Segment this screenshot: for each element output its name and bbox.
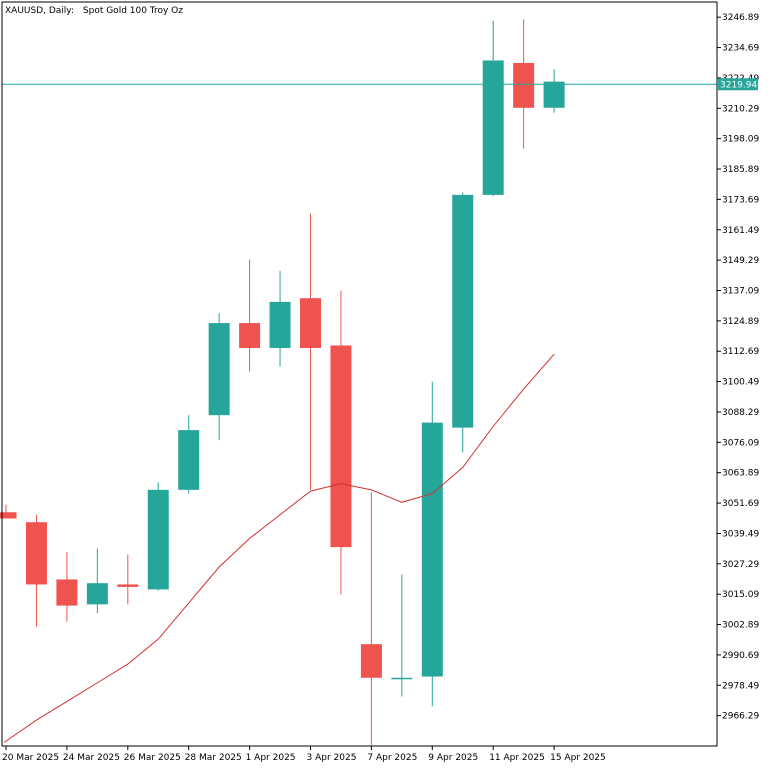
candle-body (300, 298, 321, 348)
candle (391, 574, 413, 697)
candle-body (239, 323, 261, 348)
candle (147, 482, 169, 591)
y-tick-label: 3015.09 (722, 590, 759, 600)
moving-average-line (3, 353, 555, 743)
current-price-label: 3219.94 (720, 80, 757, 90)
candle (452, 192, 474, 453)
y-tick-label: 3124.89 (722, 317, 759, 327)
x-tick-label: 20 Mar 2025 (2, 753, 59, 763)
x-tick-label: 28 Mar 2025 (185, 753, 242, 763)
y-tick-label: 3088.29 (722, 408, 759, 418)
y-tick-label: 3198.09 (722, 135, 759, 145)
y-tick-label: 3137.09 (722, 286, 759, 296)
y-tick-label: 3234.69 (722, 44, 759, 54)
candle-body (482, 60, 504, 195)
axis-layer: 3246.893234.693222.493210.293198.093185.… (1, 1, 759, 763)
y-tick-label: 2966.29 (722, 712, 759, 722)
x-tick-label: 7 Apr 2025 (367, 753, 417, 763)
candle-body (208, 323, 230, 416)
candle-body (178, 430, 200, 490)
x-tick-label: 3 Apr 2025 (307, 753, 357, 763)
current-price-tag: 3219.94 (718, 78, 758, 91)
x-tick-label: 11 Apr 2025 (489, 753, 545, 763)
y-tick-label: 3100.49 (722, 378, 759, 388)
y-tick-label: 3112.69 (722, 347, 759, 357)
candle (25, 514, 47, 627)
candle-body (360, 644, 382, 678)
chart-title: XAUUSD, Daily: Spot Gold 100 Troy Oz (5, 6, 183, 16)
y-tick-label: 3002.89 (722, 621, 759, 631)
chart-symbol: XAUUSD, Daily: (5, 6, 74, 16)
candle (117, 554, 139, 605)
y-tick-label: 2990.69 (722, 651, 759, 661)
y-tick-label: 3051.69 (722, 499, 759, 509)
candle (239, 259, 261, 372)
candle (330, 290, 352, 595)
candle-body (452, 194, 474, 428)
candle (300, 213, 321, 490)
plot-frame (1, 1, 718, 747)
candle (421, 381, 443, 707)
candle (360, 492, 382, 745)
x-tick-label: 15 Apr 2025 (550, 753, 606, 763)
y-tick-label: 3076.09 (722, 438, 759, 448)
candle-body (86, 583, 108, 605)
candle-body (269, 301, 291, 348)
x-tick-label: 24 Mar 2025 (63, 753, 120, 763)
candle-body (117, 584, 139, 587)
candle-body (56, 579, 78, 606)
candle (482, 20, 504, 197)
candle-body (330, 345, 352, 548)
candle (178, 415, 200, 494)
candle (0, 504, 17, 519)
y-tick-label: 3210.29 (722, 104, 759, 114)
y-tick-label: 3063.89 (722, 469, 759, 479)
moving-average-layer (3, 353, 555, 743)
y-tick-label: 3185.89 (722, 165, 759, 175)
y-tick-label: 3027.29 (722, 560, 759, 570)
x-tick-label: 9 Apr 2025 (428, 753, 478, 763)
candle (56, 552, 78, 622)
candle-body (421, 422, 443, 677)
candle-body (147, 489, 169, 590)
candle (86, 548, 108, 614)
y-tick-label: 2978.49 (722, 681, 759, 691)
y-tick-label: 3161.49 (722, 226, 759, 236)
candle-body (391, 677, 413, 680)
y-tick-label: 3246.89 (722, 13, 759, 23)
y-tick-label: 3149.29 (722, 256, 759, 266)
candle (543, 69, 565, 113)
x-tick-label: 26 Mar 2025 (124, 753, 181, 763)
chart-description: Spot Gold 100 Troy Oz (83, 6, 183, 16)
y-tick-label: 3039.49 (722, 529, 759, 539)
candle-body (513, 62, 535, 108)
candle-body (543, 81, 565, 108)
candle-body (25, 522, 47, 585)
candles-layer (0, 19, 565, 745)
x-tick-label: 1 Apr 2025 (246, 753, 296, 763)
current-price-tag-bg (718, 78, 758, 91)
candle-body (0, 512, 17, 519)
candle (208, 313, 230, 441)
y-tick-label: 3173.69 (722, 195, 759, 205)
candle (269, 270, 291, 367)
